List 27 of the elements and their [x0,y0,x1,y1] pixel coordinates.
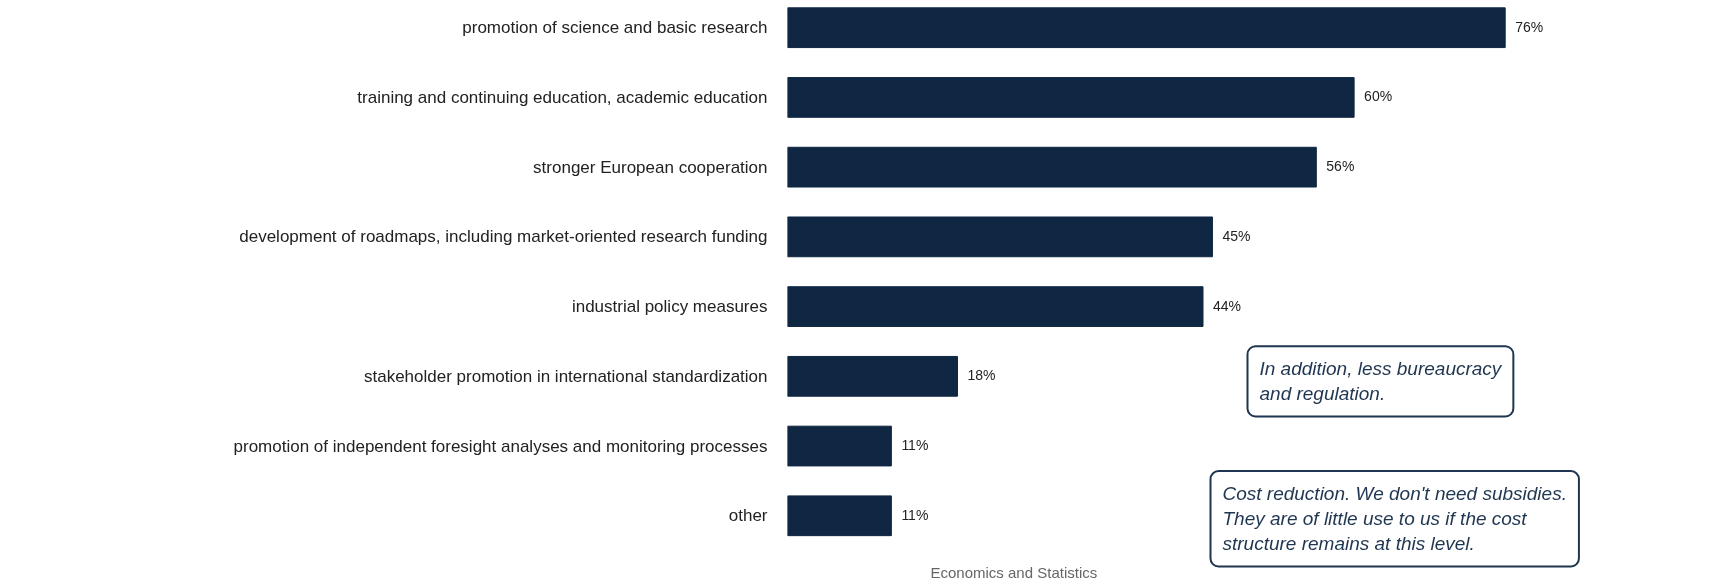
text: Economics and Statistics [930,564,1098,581]
annotation: Cost reduction. We don't need subsidies. They are of little use to us if the cost structure remains at this level. [1222,483,1567,555]
data-label: 44% [1213,297,1242,314]
y-tick-label: other [728,506,768,526]
bar [787,77,1355,118]
bar [787,7,1506,49]
bar [787,216,1213,258]
y-tick-label: promotion of science and basic research [462,18,768,38]
data-label: 18% [967,367,996,384]
data-label: 76% [1515,18,1544,35]
annotation: In addition, less bureaucracy and regulation. [1259,358,1503,405]
data-label: 11% [901,437,929,454]
data-label: 45% [1222,227,1251,244]
y-tick-label: development of roadmaps, including market-oriented research funding [239,227,768,247]
bar [787,146,1317,188]
data-label: 60% [1364,88,1393,105]
data-label: 11% [901,506,929,523]
bar [787,355,958,397]
bar [787,425,892,467]
y-tick-label: stakeholder promotion in international standardization [363,366,768,386]
y-tick-label: industrial policy measures [571,297,768,317]
y-tick-label: stronger European cooperation [533,157,768,177]
bar [787,495,892,537]
y-tick-label: training and continuing education, academic education [357,87,768,107]
data-label: 56% [1326,158,1355,175]
bar [787,286,1204,327]
y-tick-label: promotion of independent foresight analyses and monitoring processes [233,436,768,456]
